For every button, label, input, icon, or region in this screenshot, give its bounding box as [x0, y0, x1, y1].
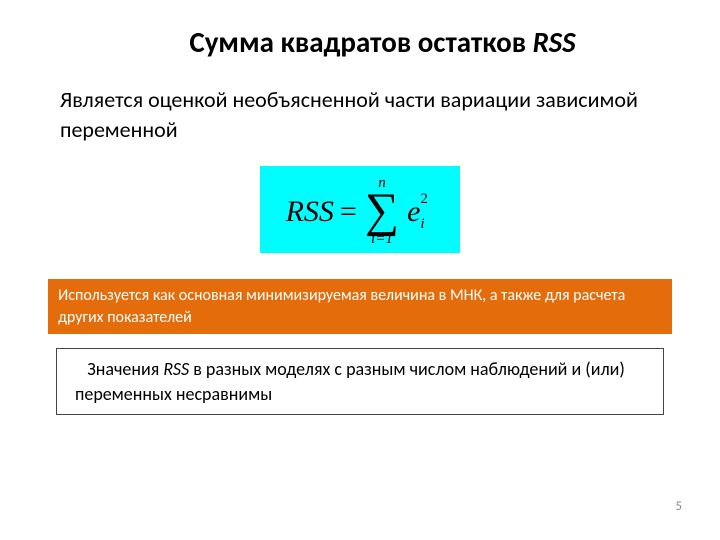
formula: RSS = n ∑ i=1 e 2 i: [286, 176, 435, 247]
title-rss: RSS: [533, 24, 576, 60]
formula-sup: 2: [420, 191, 428, 208]
white-rss: RSS: [163, 358, 189, 380]
sigma-block: n ∑ i=1: [365, 176, 399, 247]
orange-callout: Используется как основная минимизируемая…: [48, 279, 672, 334]
formula-box: RSS = n ∑ i=1 e 2 i: [260, 166, 461, 253]
orange-pre: Используется как: [58, 286, 179, 305]
formula-e: e: [407, 195, 420, 228]
formula-eq: =: [340, 195, 357, 229]
subtitle-text: Является оценкой необъясненной части вар…: [60, 85, 672, 144]
sigma-symbol: ∑: [365, 191, 399, 232]
page-number: 5: [675, 499, 682, 514]
white-pre: Значения: [87, 358, 163, 380]
white-callout: Значения RSS в разных моделях с разным ч…: [56, 348, 664, 415]
formula-sub: i: [420, 216, 424, 233]
formula-container: RSS = n ∑ i=1 e 2 i: [48, 166, 672, 253]
formula-lhs: RSS: [286, 195, 334, 229]
formula-term: e 2 i: [407, 195, 420, 229]
title-text: Сумма квадратов остатков: [189, 24, 532, 60]
slide-title: Сумма квадратов остатков RSS: [93, 24, 672, 60]
sigma-lower: i=1: [371, 232, 393, 247]
orange-em: основная минимизируемая величина: [179, 286, 435, 305]
